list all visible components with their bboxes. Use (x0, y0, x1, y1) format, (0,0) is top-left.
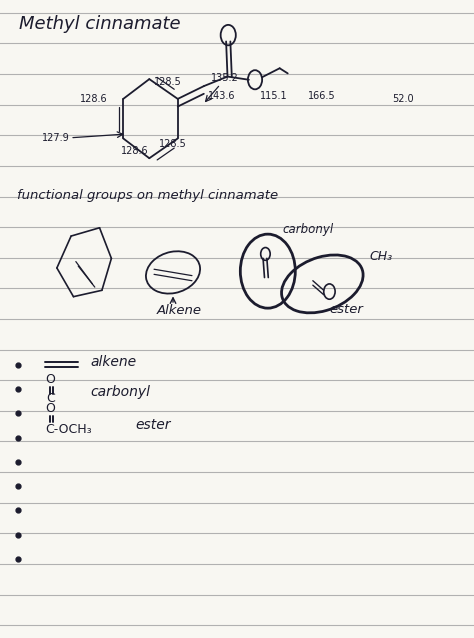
Text: Alkene: Alkene (156, 304, 201, 317)
Text: functional groups on methyl cinnamate: functional groups on methyl cinnamate (17, 189, 278, 202)
Text: ester: ester (329, 302, 363, 316)
Text: 166.5: 166.5 (308, 91, 335, 101)
Text: 127.9: 127.9 (42, 133, 70, 143)
Text: O: O (45, 401, 55, 415)
Text: C: C (46, 392, 55, 405)
Text: 128.5: 128.5 (155, 77, 182, 87)
Text: carbonyl: carbonyl (90, 385, 150, 399)
Text: 135.2: 135.2 (211, 73, 239, 83)
Text: 52.0: 52.0 (392, 94, 414, 104)
Text: C-OCH₃: C-OCH₃ (45, 422, 91, 436)
Text: ester: ester (135, 418, 171, 432)
Text: Methyl cinnamate: Methyl cinnamate (19, 15, 181, 33)
Text: 128.6: 128.6 (80, 94, 108, 104)
Text: CH₃: CH₃ (370, 249, 393, 263)
Text: O: O (45, 373, 55, 386)
Text: 143.6: 143.6 (208, 91, 236, 101)
Text: 128.6: 128.6 (121, 146, 149, 156)
Text: alkene: alkene (90, 355, 136, 369)
Text: 128.5: 128.5 (159, 138, 187, 149)
Text: 115.1: 115.1 (260, 91, 288, 101)
Text: carbonyl: carbonyl (282, 223, 333, 236)
